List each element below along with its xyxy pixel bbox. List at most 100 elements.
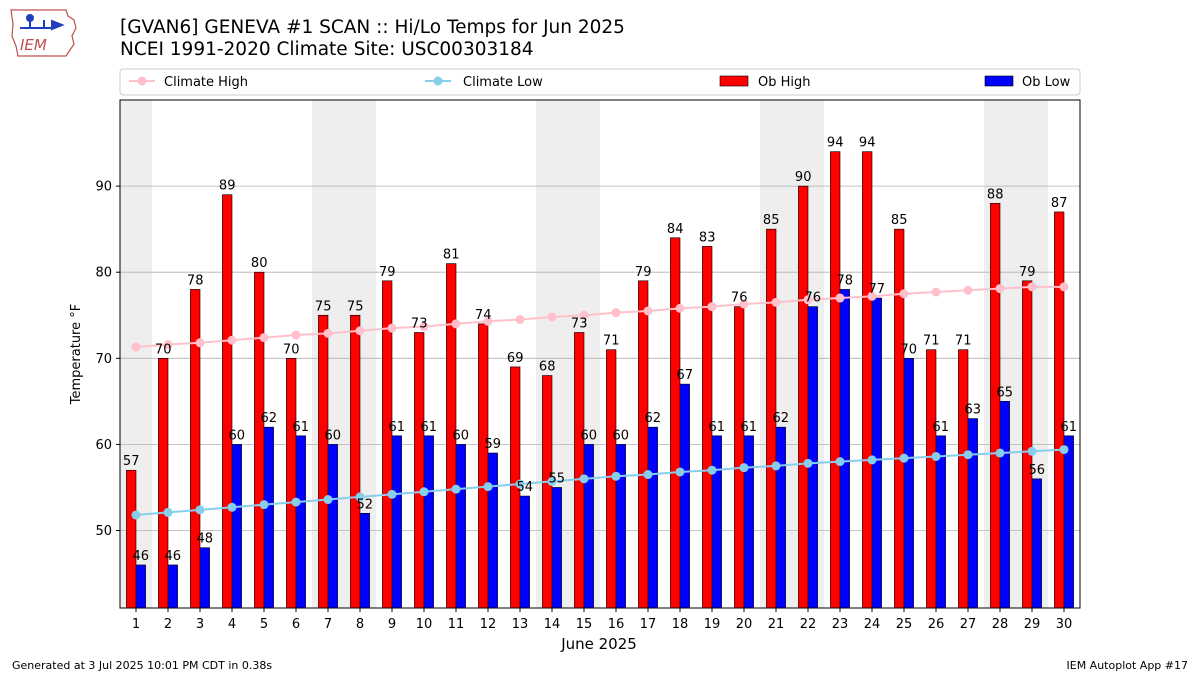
climate-low-point-day-23	[835, 457, 845, 467]
ob-high-value-day-28: 88	[987, 187, 1004, 202]
ob-high-value-day-2: 70	[155, 342, 172, 357]
ob-high-value-day-12: 74	[475, 308, 492, 323]
generated-timestamp: Generated at 3 Jul 2025 10:01 PM CDT in …	[12, 659, 273, 672]
ob-low-value-day-9: 61	[389, 420, 406, 435]
climate-low-point-day-3	[195, 505, 205, 515]
app-credit: IEM Autoplot App #17	[1066, 659, 1189, 672]
ob-high-bar-day-18	[670, 237, 681, 609]
climate-high-point-day-2	[163, 340, 173, 350]
ob-high-value-day-5: 80	[251, 256, 268, 271]
ob-high-value-day-23: 94	[827, 136, 844, 151]
climate-low-point-day-8	[355, 492, 365, 502]
climate-high-point-day-29	[1027, 282, 1037, 292]
ob-low-value-day-4: 60	[229, 428, 246, 443]
ob-high-value-day-25: 85	[891, 213, 908, 228]
ob-high-bar-day-1	[126, 469, 137, 609]
ob-high-bar-day-28	[990, 203, 1001, 609]
ob-high-value-day-11: 81	[443, 248, 460, 263]
logo-text: IEM	[20, 36, 47, 54]
y-tick-label-80: 80	[95, 266, 112, 281]
climate-high-point-day-17	[643, 306, 653, 316]
climate-low-point-day-30	[1059, 445, 1069, 455]
x-tick-label-26: 26	[928, 617, 945, 632]
ob-high-bar-day-22	[798, 185, 809, 609]
ob-high-value-day-13: 69	[507, 351, 524, 366]
ob-low-bar-day-27	[967, 418, 978, 609]
legend-item-ob-high[interactable]: Ob High	[719, 75, 811, 90]
ob-low-bar-day-15	[583, 444, 594, 609]
ob-low-value-day-30: 61	[1061, 420, 1078, 435]
climate-low-point-day-25	[899, 453, 909, 463]
climate-low-point-day-20	[739, 463, 749, 473]
climate-high-point-day-8	[355, 326, 365, 336]
legend-climate-low-label: Climate Low	[463, 75, 543, 90]
ob-low-bar-day-19	[711, 435, 722, 609]
ob-low-bar-day-23	[839, 289, 850, 609]
ob-low-bar-day-26	[935, 435, 946, 609]
climate-high-point-day-14	[547, 312, 557, 322]
ob-low-bar-day-13	[519, 495, 530, 609]
climate-low-point-day-18	[675, 467, 685, 477]
x-axis-label: June 2025	[560, 635, 637, 653]
ob-low-bar-day-17	[647, 426, 658, 609]
chart-title: [GVAN6] GENEVA #1 SCAN :: Hi/Lo Temps fo…	[120, 17, 625, 38]
legend-box	[119, 68, 1081, 96]
y-tick-label-60: 60	[95, 438, 112, 453]
climate-low-point-day-28	[995, 448, 1005, 458]
ob-high-bar-day-12	[478, 323, 489, 609]
climate-high-point-day-25	[899, 289, 909, 299]
ob-low-bar-day-1	[135, 564, 146, 609]
climate-low-point-day-12	[483, 482, 493, 492]
climate-high-point-day-20	[739, 299, 749, 309]
legend-item-climate-high[interactable]: Climate High	[129, 75, 248, 90]
climate-high-point-day-18	[675, 303, 685, 313]
climate-high-point-day-15	[579, 310, 589, 320]
x-tick-label-6: 6	[292, 617, 300, 632]
ob-low-bar-day-3	[199, 547, 210, 609]
climate-high-line	[135, 285, 1064, 349]
chart-subtitle: NCEI 1991-2020 Climate Site: USC00303184	[120, 39, 534, 60]
ob-low-bar-day-30	[1063, 435, 1074, 609]
legend-item-climate-low[interactable]: Climate Low	[425, 75, 543, 90]
ob-low-value-day-23: 78	[837, 273, 854, 288]
ob-low-bar-day-20	[743, 435, 754, 609]
climate-low-point-day-13	[515, 479, 525, 489]
y-tick-label-90: 90	[95, 180, 112, 195]
x-tick-label-24: 24	[864, 617, 881, 632]
ob-low-bar-day-10	[423, 435, 434, 609]
climate-high-point-day-16	[611, 308, 621, 318]
ob-low-value-day-13: 54	[517, 480, 534, 495]
climate-low-point-day-15	[579, 474, 589, 484]
climate-low-point-day-5	[259, 500, 269, 510]
climate-high-point-day-27	[963, 285, 973, 295]
bar-value-labels: 57 46 70 46 78 48 89 60 80 62 70 61 75 60 75 52 79 61 73 61…	[123, 136, 1077, 564]
ob-high-bar-day-14	[542, 375, 553, 609]
ob-low-value-day-3: 48	[197, 532, 214, 547]
x-tick-label-5: 5	[260, 617, 268, 632]
climate-high-point-day-19	[707, 302, 717, 312]
legend[interactable]: Climate High Climate Low Ob High Ob Low	[119, 68, 1081, 96]
ob-high-value-day-22: 90	[795, 170, 812, 185]
climate-high-point-day-9	[387, 323, 397, 333]
legend-ob-high-swatch	[719, 75, 749, 87]
climate-low-point-day-7	[323, 495, 333, 505]
ob-high-bar-day-20	[734, 306, 745, 609]
climate-high-point-day-13	[515, 315, 525, 325]
ob-low-value-day-29: 56	[1029, 463, 1046, 478]
ob-low-value-day-16: 60	[613, 428, 630, 443]
x-tick-label-12: 12	[480, 617, 497, 632]
ob-low-value-day-28: 65	[997, 385, 1014, 400]
ob-high-bar-day-7	[318, 314, 329, 609]
x-tick-label-8: 8	[356, 617, 364, 632]
x-tick-label-27: 27	[960, 617, 977, 632]
legend-item-ob-low[interactable]: Ob Low	[984, 75, 1071, 90]
ob-low-value-day-21: 62	[773, 411, 790, 426]
ob-low-bar-day-28	[999, 401, 1010, 609]
climate-low-point-day-6	[291, 497, 301, 507]
climate-high-point-day-6	[291, 330, 301, 340]
ob-high-value-day-18: 84	[667, 222, 684, 237]
ob-low-bar-day-9	[391, 435, 402, 609]
ob-low-value-day-12: 59	[485, 437, 502, 452]
ob-high-value-day-30: 87	[1051, 196, 1068, 211]
